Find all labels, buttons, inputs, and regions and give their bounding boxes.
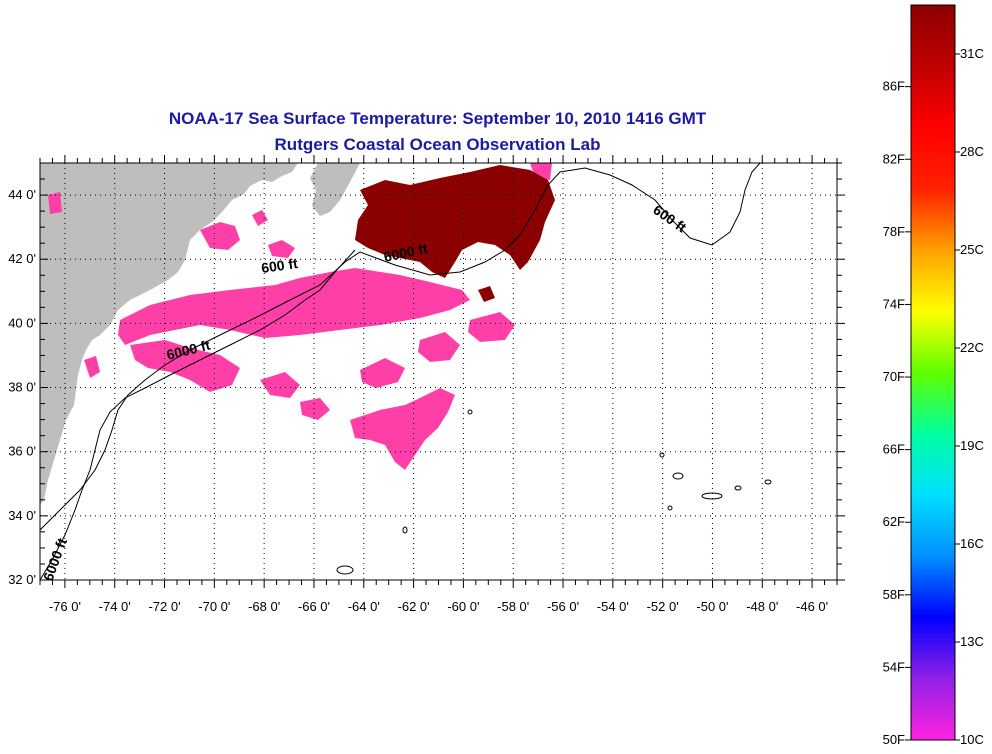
colorbar-f-label: 86F [883, 79, 905, 94]
longitude-tick-labels: -76 0' -74 0' -72 0' -70 0' -68 0' -66 0' -64 … [49, 599, 828, 614]
colorbar-c-label: 16C [960, 536, 984, 551]
axis-ticks [39, 155, 845, 588]
lon-tick-label: -66 0' [298, 599, 330, 614]
colorbar-c-label: 31C [960, 46, 984, 61]
lon-tick-label: -56 0' [547, 599, 579, 614]
latitude-tick-labels: 32 0' 34 0' 36 0' 38 0' 40 0' 42 0' 44 0' [8, 187, 36, 587]
lon-tick-label: -62 0' [398, 599, 430, 614]
lon-tick-label: -60 0' [447, 599, 479, 614]
lon-tick-label: -68 0' [248, 599, 280, 614]
colorbar-c-label: 10C [960, 732, 984, 747]
colorbar-f-label: 74F [883, 296, 905, 311]
colorbar: 86F 82F 78F 74F 70F 66F 62F 58F 54F 50F 31C 28C 25C… [883, 4, 984, 747]
land [40, 163, 360, 505]
colorbar-fahrenheit-labels: 86F 82F 78F 74F 70F 66F 62F 58F 54F 50F [883, 79, 911, 747]
lat-tick-label: 38 0' [8, 380, 36, 395]
colorbar-f-label: 50F [883, 732, 905, 747]
bathymetry-contours [40, 163, 761, 580]
lat-tick-label: 32 0' [8, 572, 36, 587]
colorbar-f-label: 62F [883, 514, 905, 529]
lon-tick-label: -52 0' [647, 599, 679, 614]
lat-tick-label: 34 0' [8, 508, 36, 523]
lon-tick-label: -72 0' [148, 599, 180, 614]
colorbar-f-label: 78F [883, 224, 905, 239]
colorbar-f-label: 54F [883, 659, 905, 674]
map-subtitle: Rutgers Coastal Ocean Observation Lab [274, 135, 601, 154]
contour-6000ft [40, 163, 761, 531]
colorbar-c-label: 25C [960, 242, 984, 257]
lat-tick-label: 42 0' [8, 251, 36, 266]
map-title: NOAA-17 Sea Surface Temperature: Septemb… [168, 109, 707, 128]
colorbar-f-label: 66F [883, 442, 905, 457]
colorbar-f-label: 58F [883, 587, 905, 602]
lat-tick-label: 44 0' [8, 187, 36, 202]
colorbar-c-label: 28C [960, 144, 984, 159]
colorbar-gradient [910, 4, 956, 741]
lon-tick-label: -74 0' [99, 599, 131, 614]
lon-tick-label: -50 0' [696, 599, 728, 614]
lon-tick-label: -48 0' [746, 599, 778, 614]
lon-tick-label: -76 0' [49, 599, 81, 614]
lat-tick-label: 36 0' [8, 444, 36, 459]
colorbar-c-label: 22C [960, 340, 984, 355]
lat-tick-label: 40 0' [8, 315, 36, 330]
colorbar-celsius-labels: 31C 28C 25C 22C 19C 16C 13C 10C [955, 46, 984, 747]
lon-tick-label: -54 0' [597, 599, 629, 614]
colorbar-c-label: 13C [960, 634, 984, 649]
lon-tick-label: -64 0' [348, 599, 380, 614]
lon-tick-label: -46 0' [796, 599, 828, 614]
contour-label: 600 ft [260, 255, 299, 276]
lon-tick-label: -58 0' [497, 599, 529, 614]
colorbar-c-label: 19C [960, 438, 984, 453]
lon-tick-label: -70 0' [198, 599, 230, 614]
colorbar-f-label: 82F [883, 151, 905, 166]
colorbar-f-label: 70F [883, 369, 905, 384]
contour-600ft-shelf [40, 249, 356, 580]
